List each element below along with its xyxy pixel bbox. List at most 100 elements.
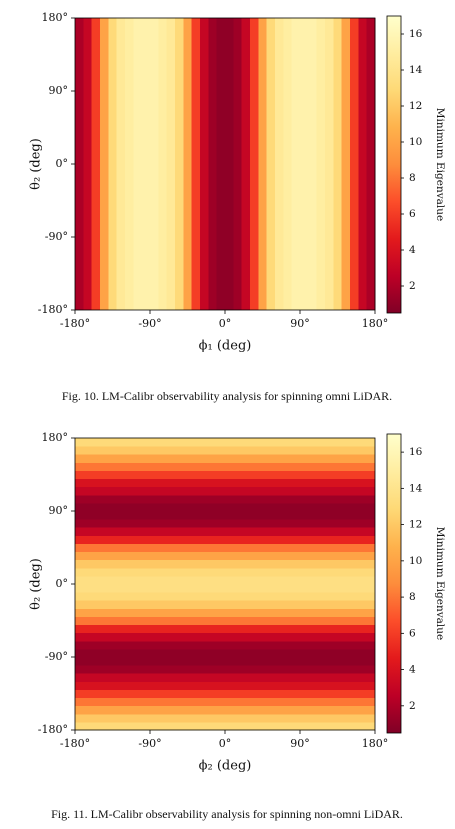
colorbar-tick-label: 2 xyxy=(409,700,416,712)
y-tick-label: 180° xyxy=(42,431,69,444)
y-axis-label: θ₂ (deg) xyxy=(29,558,44,610)
heatmap-cell xyxy=(225,18,234,310)
heatmap-cell xyxy=(75,584,375,593)
colorbar-tick-label: 16 xyxy=(409,446,423,458)
colorbar-tick-label: 10 xyxy=(409,555,422,567)
colorbar-tick-label: 14 xyxy=(409,64,423,76)
heatmap-cell xyxy=(75,689,375,699)
heatmap-cell xyxy=(75,470,375,480)
colorbar-tick-label: 6 xyxy=(409,208,416,220)
heatmap-cell xyxy=(75,567,375,577)
heatmap-cell xyxy=(75,705,375,715)
x-tick-label: 180° xyxy=(362,737,389,750)
colorbar-tick-label: 4 xyxy=(409,664,416,676)
heatmap-cell xyxy=(75,535,375,544)
heatmap-cell xyxy=(75,624,375,634)
x-tick-label: 0° xyxy=(219,737,232,750)
heatmap-cell xyxy=(75,632,375,642)
heatmap-cell xyxy=(158,18,168,310)
heatmap-cell xyxy=(141,18,151,310)
heatmap-cell xyxy=(75,575,375,585)
heatmap-cell xyxy=(150,18,159,310)
heatmap-cell xyxy=(133,18,143,310)
colorbar-label: Minimum Eigenvalue xyxy=(434,527,446,641)
y-tick-label: -180° xyxy=(38,723,68,736)
heatmap-cell xyxy=(300,18,309,310)
x-tick-label: -180° xyxy=(60,737,90,750)
colorbar-tick-label: 4 xyxy=(409,244,416,256)
heatmap-cell xyxy=(108,18,118,310)
x-tick-label: 90° xyxy=(290,317,310,330)
colorbar-tick-label: 16 xyxy=(409,28,423,40)
x-tick-label: -90° xyxy=(138,317,161,330)
heatmap-cell xyxy=(75,551,375,561)
heatmap-cell xyxy=(275,18,284,310)
colorbar-tick-label: 8 xyxy=(409,172,416,184)
heatmap-cell xyxy=(316,18,326,310)
heatmap-cell xyxy=(216,18,226,310)
y-tick-label: -90° xyxy=(45,650,68,663)
heatmap-cell xyxy=(91,18,101,310)
heatmap-cell xyxy=(75,446,375,455)
heatmap-cell xyxy=(200,18,209,310)
heatmap-cell xyxy=(75,673,375,682)
heatmap-cell xyxy=(125,18,134,310)
heatmap-cell xyxy=(116,18,126,310)
x-axis-label: ϕ₁ (deg) xyxy=(199,339,252,354)
x-tick-label: -90° xyxy=(138,737,161,750)
colorbar-label: Minimum Eigenvalue xyxy=(434,108,446,222)
heatmap-cell xyxy=(75,543,375,553)
figure-caption: Fig. 10. LM-Calibr observability analysi… xyxy=(62,389,392,403)
colorbar-tick-label: 10 xyxy=(409,136,422,148)
x-tick-label: 90° xyxy=(290,737,310,750)
figure-caption: Fig. 11. LM-Calibr observability analysi… xyxy=(51,807,403,821)
colorbar-tick-label: 8 xyxy=(409,591,416,603)
heatmap-cell xyxy=(333,18,343,310)
colorbar-tick-label: 6 xyxy=(409,627,416,639)
y-axis-label: θ₂ (deg) xyxy=(29,138,44,190)
heatmap-cell xyxy=(250,18,259,310)
y-tick-label: 0° xyxy=(56,157,69,170)
heatmap-cell xyxy=(233,18,243,310)
heatmap-cell xyxy=(75,494,375,504)
heatmap-cell xyxy=(75,697,375,707)
heatmap-cell xyxy=(75,616,375,626)
heatmap-cell xyxy=(75,502,375,512)
heatmap-cell xyxy=(75,665,375,674)
heatmap-cell xyxy=(75,640,375,650)
heatmap-cell xyxy=(75,592,375,601)
heatmap-cell xyxy=(325,18,334,310)
heatmap-cell xyxy=(341,18,351,310)
heatmap-cell xyxy=(75,519,375,528)
heatmap-cell xyxy=(75,462,375,471)
heatmap-cell xyxy=(75,713,375,723)
heatmap-cell xyxy=(208,18,218,310)
heatmap-cell xyxy=(75,454,375,463)
y-tick-label: 90° xyxy=(49,84,69,97)
heatmap-cell xyxy=(75,681,375,690)
x-tick-label: 180° xyxy=(362,317,389,330)
heatmap-cell xyxy=(75,527,375,536)
y-tick-label: -90° xyxy=(45,230,68,243)
heatmap-cell xyxy=(308,18,318,310)
y-tick-label: 0° xyxy=(56,577,69,590)
x-axis-label: ϕ₂ (deg) xyxy=(199,759,252,774)
x-tick-label: 0° xyxy=(219,317,232,330)
y-tick-label: 90° xyxy=(49,504,69,517)
colorbar xyxy=(386,15,402,314)
heatmap-cell xyxy=(75,600,375,609)
heatmap-cell xyxy=(75,721,375,731)
heatmap-cell xyxy=(75,559,375,569)
heatmap-cell xyxy=(258,18,268,310)
heatmap-cell xyxy=(75,438,375,447)
heatmap-cell xyxy=(241,18,251,310)
y-tick-label: -180° xyxy=(38,303,68,316)
heatmap-cell xyxy=(75,486,375,496)
heatmap-cell xyxy=(75,608,375,617)
heatmap-cell xyxy=(366,18,376,310)
colorbar xyxy=(386,433,402,734)
heatmap-cell xyxy=(75,657,375,666)
colorbar-tick-label: 14 xyxy=(409,482,423,494)
